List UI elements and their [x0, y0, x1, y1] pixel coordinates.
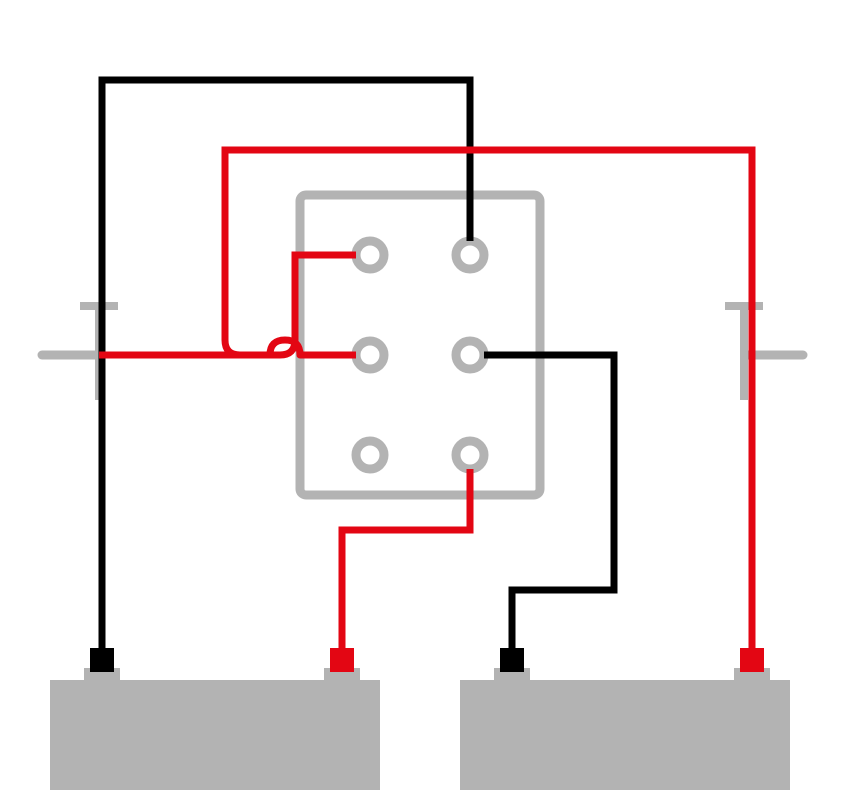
battery-left-neg-terminal: [90, 648, 114, 672]
wiring-diagram: [0, 0, 844, 808]
switch-terminal-t32: [456, 441, 484, 469]
switch-terminal-t22: [456, 341, 484, 369]
battery-right-pos-terminal: [740, 648, 764, 672]
battery-left: [50, 680, 380, 790]
switch-terminal-t31: [356, 441, 384, 469]
battery-left-pos-terminal: [330, 648, 354, 672]
switch-box: [300, 195, 540, 495]
battery-right-neg-terminal: [500, 648, 524, 672]
wire-black-left-neg-to-switch: [102, 80, 470, 648]
switch-terminal-t11: [356, 241, 384, 269]
battery-right: [460, 680, 790, 790]
output-tab-right-cap: [725, 302, 763, 310]
switch-terminal-t12: [456, 241, 484, 269]
switch-terminal-t21: [356, 341, 384, 369]
wire-black-right-neg-to-switch: [484, 355, 614, 648]
